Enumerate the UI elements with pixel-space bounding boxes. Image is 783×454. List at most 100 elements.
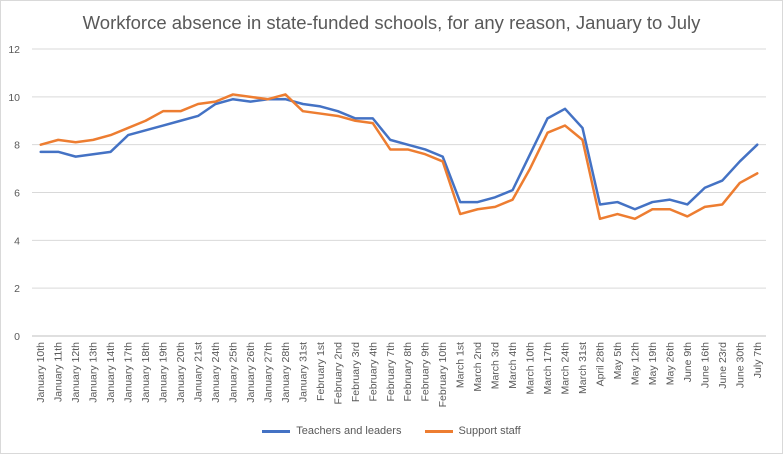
data-point [511, 189, 514, 191]
data-point [704, 186, 706, 189]
data-point [371, 117, 374, 120]
data-point [721, 179, 724, 182]
data-point [441, 160, 444, 163]
x-tick-label: February 7th [385, 342, 397, 402]
data-point [476, 201, 479, 203]
y-axis-ticks: 0 2 4 6 8 10 12 [8, 44, 20, 343]
data-point [232, 98, 234, 101]
data-point [581, 127, 584, 129]
x-tick-label: February 2nd [332, 342, 344, 405]
x-tick-label: March 24th [560, 342, 572, 395]
x-tick-label: February 1st [315, 342, 327, 401]
x-tick-label: March 1st [455, 342, 467, 388]
x-tick-label: June 16th [699, 342, 711, 388]
data-point [511, 198, 514, 201]
data-point [424, 153, 427, 156]
x-tick-label: February 10th [437, 342, 449, 408]
x-tick-label: May 19th [647, 342, 659, 385]
data-point [214, 100, 217, 103]
x-tick-label: January 17th [123, 342, 135, 403]
data-point [74, 155, 77, 158]
x-tick-label: February 4th [367, 342, 379, 402]
x-tick-label: February 3rd [350, 342, 362, 402]
x-tick-label: January 28th [280, 342, 292, 403]
x-tick-label: January 24th [210, 342, 222, 403]
data-point [564, 124, 566, 127]
legend-label-support: Support staff [458, 425, 521, 438]
data-point [424, 148, 427, 151]
data-point [144, 129, 147, 132]
x-tick-label: January 18th [140, 342, 152, 403]
x-tick-label: February 8th [402, 342, 414, 402]
data-point [232, 93, 234, 96]
data-point [389, 139, 392, 141]
data-point [354, 117, 357, 120]
x-tick-label: May 26th [664, 342, 676, 385]
data-point [92, 153, 94, 156]
x-tick-label: March 2nd [472, 342, 484, 392]
x-tick-label: July 7th [752, 342, 764, 378]
data-point [57, 139, 60, 141]
data-point [267, 98, 269, 101]
data-point [302, 110, 304, 112]
x-tick-label: January 12th [70, 342, 82, 403]
legend-item-support: Support staff [424, 425, 521, 438]
data-point [721, 203, 724, 206]
data-point [337, 110, 339, 112]
x-tick-label: January 31st [297, 342, 309, 402]
data-point [127, 127, 129, 129]
data-point [704, 206, 706, 208]
data-point [459, 201, 461, 203]
x-tick-label: January 26th [245, 342, 257, 403]
data-point [39, 143, 42, 146]
data-point [319, 105, 322, 108]
data-point [651, 208, 654, 211]
data-point [634, 218, 636, 220]
x-tick-label: March 31st [577, 342, 589, 394]
data-point [651, 201, 654, 203]
data-point [669, 208, 671, 211]
data-point [249, 96, 252, 98]
data-point [459, 213, 461, 215]
data-point [406, 148, 409, 151]
data-point [669, 198, 671, 201]
x-tick-label: January 25th [227, 342, 239, 403]
data-point [39, 151, 42, 153]
x-axis-ticks: January 10th January 11th January 12th Janu… [35, 342, 764, 408]
data-point [738, 160, 741, 163]
data-point [179, 110, 182, 112]
data-point [634, 208, 636, 211]
x-tick-label: March 4th [507, 342, 519, 389]
data-point [214, 103, 217, 105]
series-line-teachers [39, 97, 759, 211]
series-line-support [39, 93, 759, 221]
data-point [686, 203, 689, 206]
legend: Teachers and leaders Support staff [0, 425, 783, 437]
chart-title: Workforce absence in state-funded school… [82, 12, 701, 33]
data-point [389, 148, 392, 151]
data-point [57, 151, 60, 153]
x-tick-label: March 3rd [490, 342, 502, 389]
x-tick-label: February 9th [420, 342, 432, 402]
x-tick-label: January 27th [262, 342, 274, 403]
data-point [284, 98, 287, 101]
data-point [302, 103, 304, 105]
data-point [92, 139, 94, 141]
legend-swatch-teachers [262, 429, 291, 433]
x-tick-label: April 28th [594, 342, 606, 387]
data-point [756, 143, 759, 146]
data-point [581, 139, 584, 141]
x-tick-label: June 9th [682, 342, 694, 382]
x-tick-label: January 21st [193, 342, 205, 402]
data-point [74, 141, 77, 144]
data-point [319, 112, 322, 115]
data-point [249, 100, 252, 103]
x-tick-label: March 10th [525, 342, 537, 395]
data-point [109, 151, 112, 153]
y-tick-label: 10 [8, 92, 20, 104]
data-point [494, 206, 496, 208]
x-tick-label: May 5th [612, 342, 624, 380]
y-tick-label: 12 [8, 44, 20, 56]
data-point [529, 167, 531, 170]
